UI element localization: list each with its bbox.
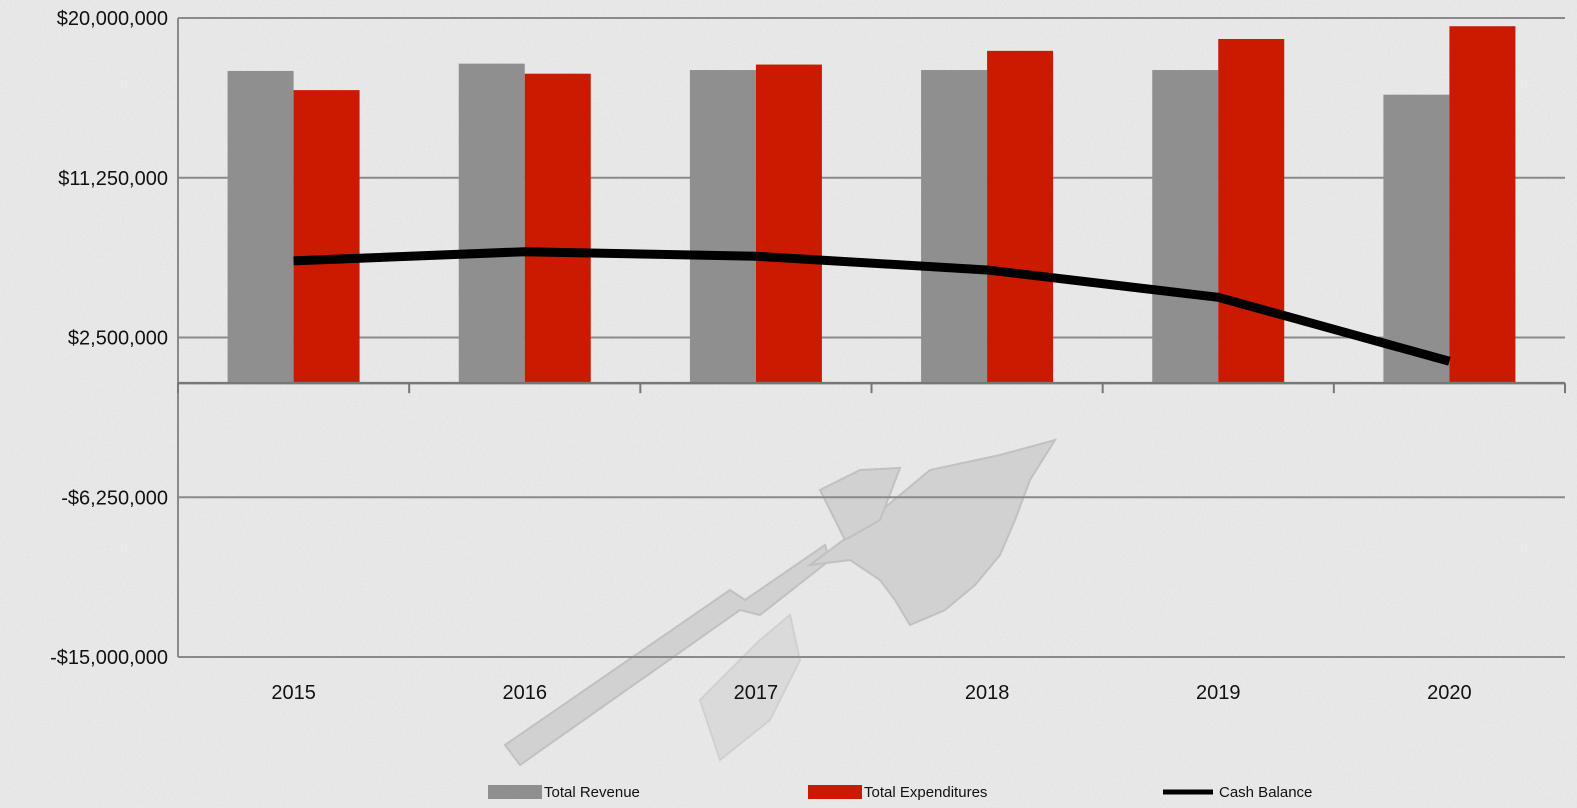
y-tick-label-1: $11,250,000 xyxy=(58,168,168,190)
bar-total-expenditures-2015 xyxy=(293,90,360,384)
x-tick-label-2018: 2018 xyxy=(965,682,1010,704)
y-tick-label-2: $2,500,000 xyxy=(68,328,168,350)
bars xyxy=(227,26,1516,384)
bar-total-expenditures-2016 xyxy=(524,73,591,384)
axes xyxy=(177,18,1566,657)
spear-watermark-icon xyxy=(503,438,1058,767)
x-tick-label-2016: 2016 xyxy=(503,682,548,704)
legend-swatch-total-expenditures xyxy=(808,785,862,799)
y-tick-label-0: $20,000,000 xyxy=(57,8,168,30)
bar-total-expenditures-2020 xyxy=(1449,26,1516,384)
x-tick-label-2019: 2019 xyxy=(1196,682,1241,704)
y-tick-label-3: -$6,250,000 xyxy=(61,487,168,509)
x-tick-label-2017: 2017 xyxy=(734,682,779,704)
legend-label-total-revenue: Total Revenue xyxy=(544,784,640,801)
bar-total-expenditures-2017 xyxy=(755,64,822,384)
y-tick-label-4: -$15,000,000 xyxy=(50,647,168,669)
bar-total-revenue-2016 xyxy=(458,63,525,384)
legend-label-total-expenditures: Total Expenditures xyxy=(864,784,987,801)
cash-balance-line xyxy=(293,247,1451,366)
bar-total-expenditures-2019 xyxy=(1218,38,1285,384)
bar-total-revenue-2019 xyxy=(1152,70,1219,384)
bar-total-expenditures-2018 xyxy=(987,50,1054,384)
bar-total-revenue-2018 xyxy=(921,70,988,384)
line-path-cash-balance xyxy=(293,247,1451,366)
legend-label-cash-balance: Cash Balance xyxy=(1219,784,1312,801)
legend-swatch-total-revenue xyxy=(488,785,542,799)
x-tick-label-2015: 2015 xyxy=(271,682,316,704)
bar-total-revenue-2015 xyxy=(227,70,294,384)
bar-total-revenue-2020 xyxy=(1383,94,1450,384)
y-axis-labels: $20,000,000 $11,250,000 $2,500,000 -$6,250,… xyxy=(50,8,168,669)
x-tick-label-2020: 2020 xyxy=(1427,682,1472,704)
bar-total-revenue-2017 xyxy=(689,70,756,384)
gridlines xyxy=(178,17,1565,658)
x-axis-labels: 2015 2016 2017 2018 2019 2020 xyxy=(271,682,1471,704)
legend: Total Revenue Total Expenditures Cash Bala… xyxy=(488,784,1312,801)
